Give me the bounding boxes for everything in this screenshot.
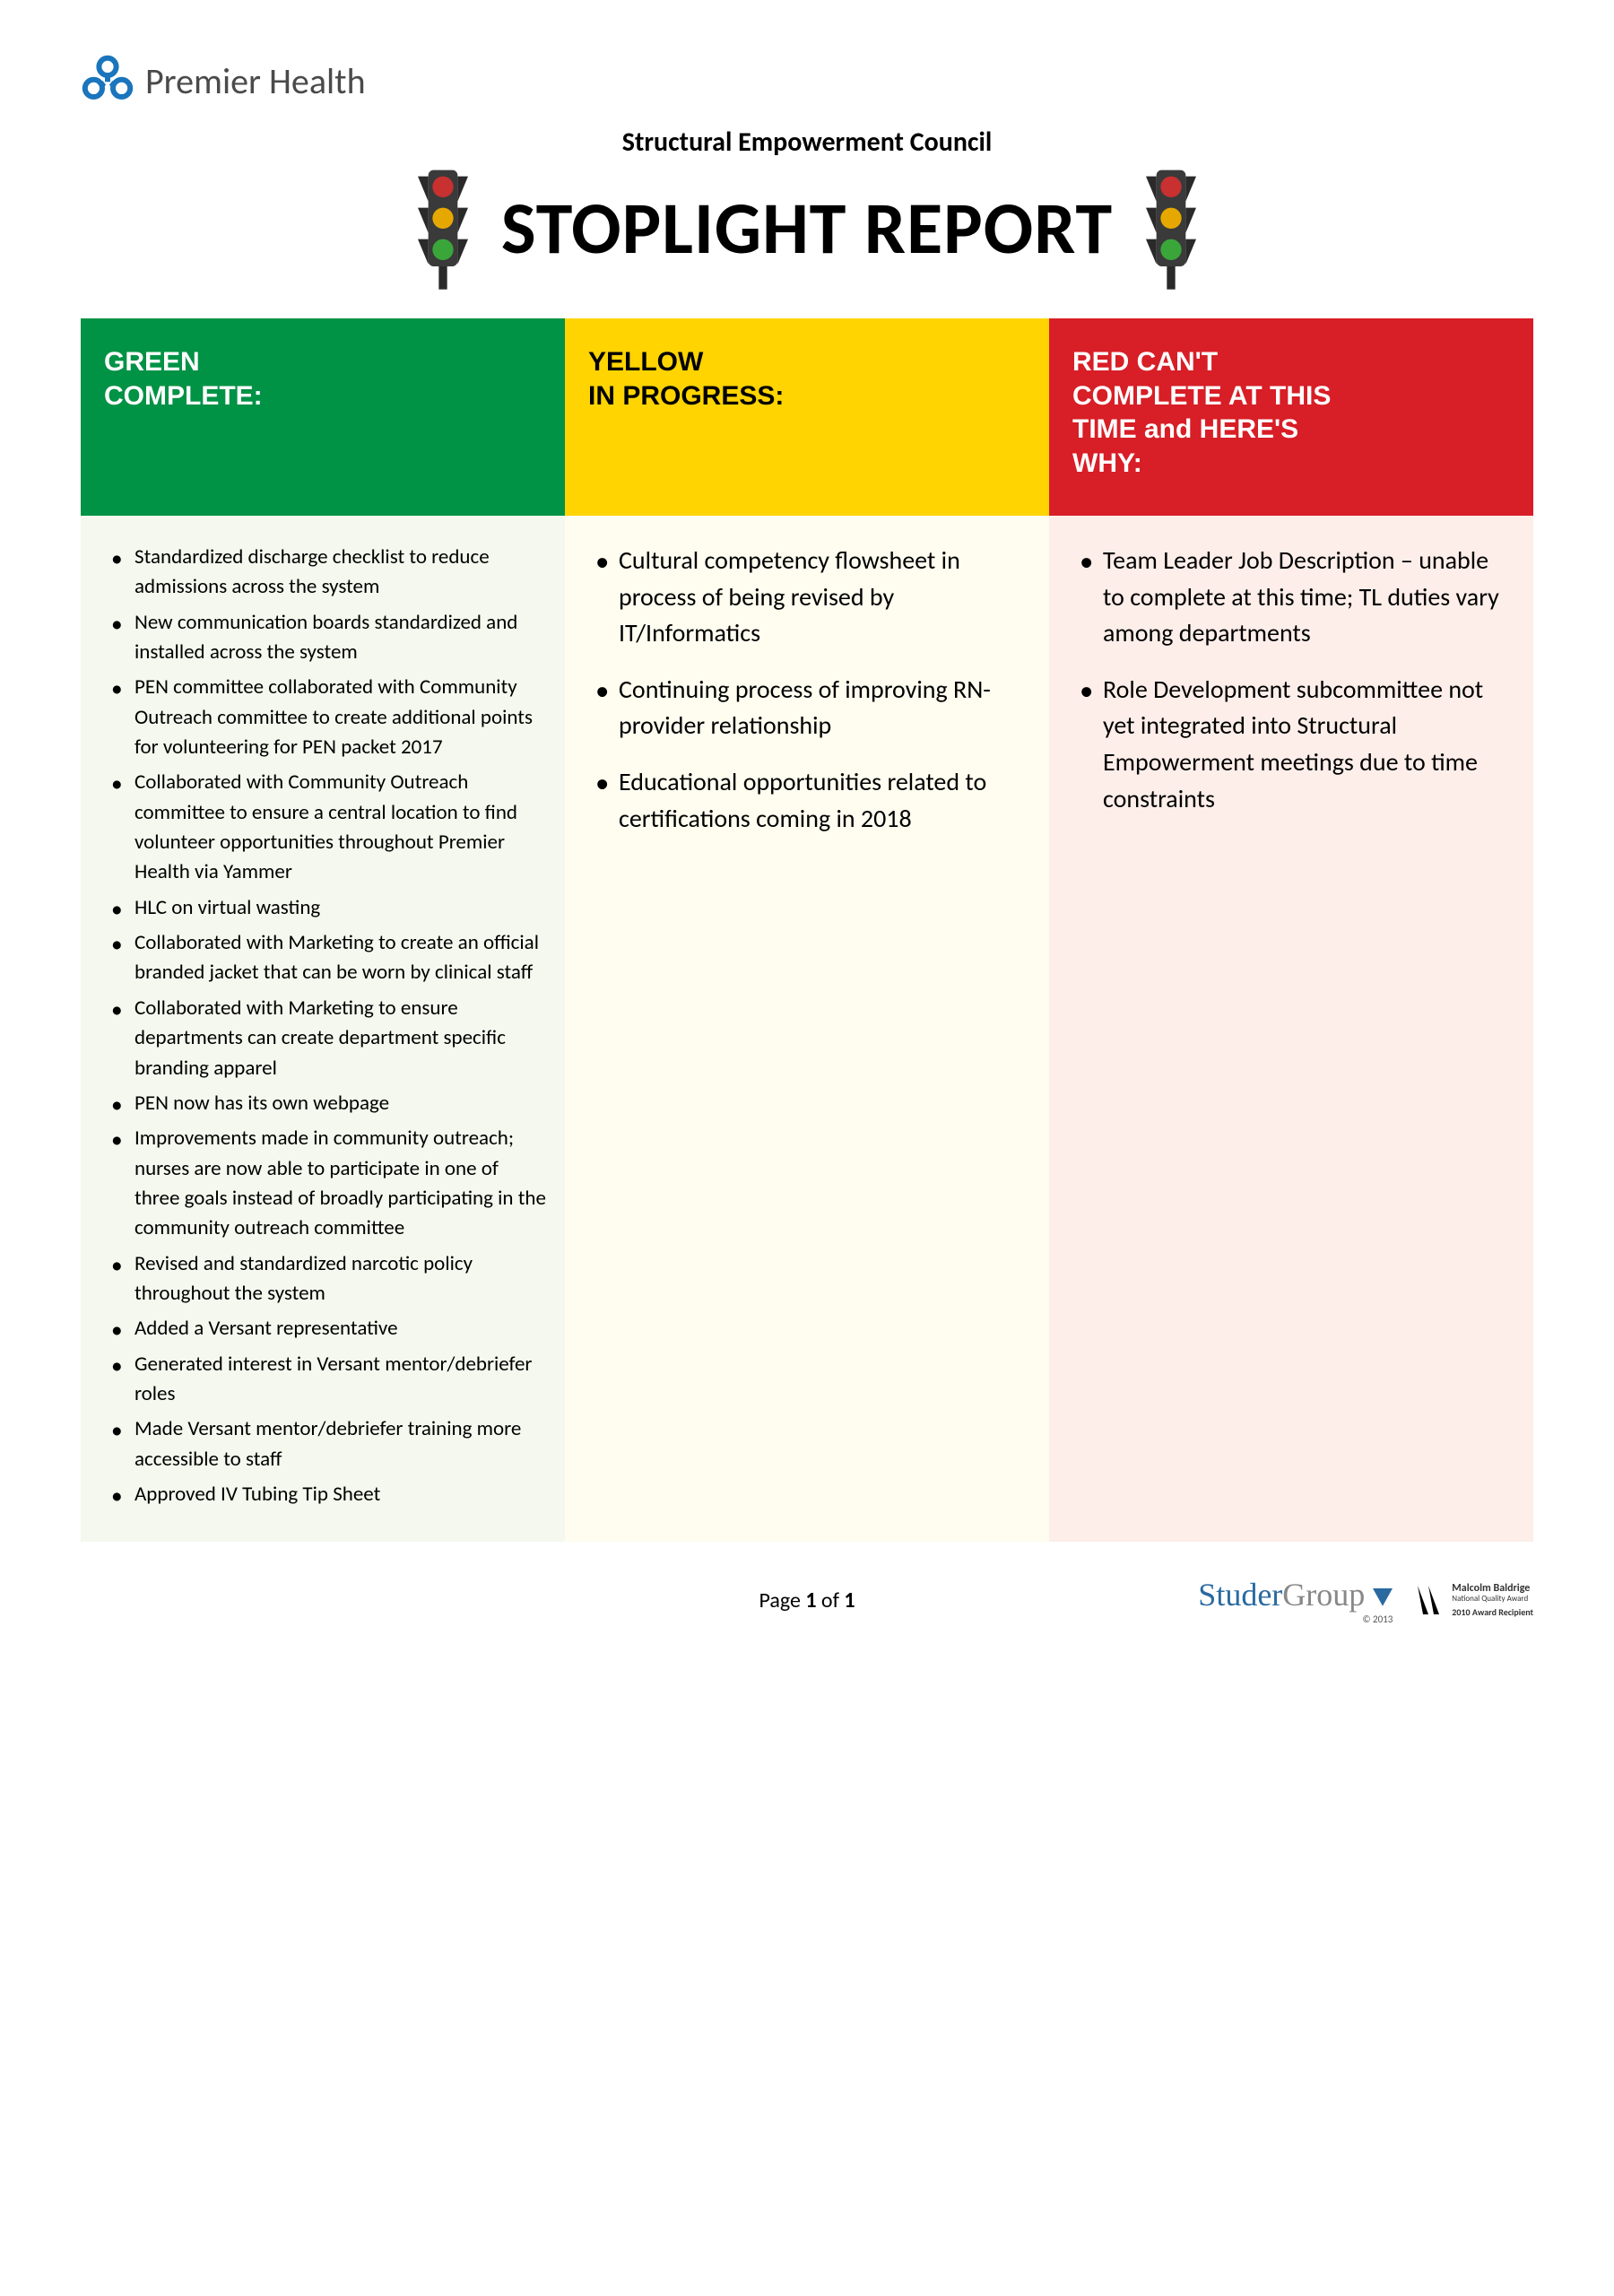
list-item: Educational opportunities related to cer… <box>619 764 1031 837</box>
document-header: Premier Health Structural Empowerment Co… <box>81 54 1533 291</box>
traffic-light-icon-left <box>412 166 474 291</box>
list-item: Revised and standardized narcotic policy… <box>134 1249 547 1309</box>
page-total: 1 <box>844 1587 855 1613</box>
red-header: RED CAN'T COMPLETE AT THIS TIME and HERE… <box>1049 318 1533 516</box>
list-item: Generated interest in Versant mentor/deb… <box>134 1350 547 1410</box>
document-footer: Page 1 of 1 StuderGroup © 2013 Malcolm B… <box>81 1569 1533 1631</box>
document-title: STOPLIGHT REPORT <box>501 184 1113 274</box>
red-body: Team Leader Job Description – unable to … <box>1049 516 1533 1542</box>
list-item: Continuing process of improving RN-provi… <box>619 672 1031 744</box>
studer-copyright: © 2013 <box>1202 1613 1393 1625</box>
baldrige-icon <box>1410 1582 1446 1618</box>
green-title-line2: COMPLETE: <box>104 381 263 411</box>
baldrige-line2: National Quality Award <box>1452 1595 1533 1604</box>
list-item: Role Development subcommittee not yet in… <box>1103 672 1515 817</box>
green-body: Standardized discharge checklist to redu… <box>81 516 565 1542</box>
red-title-line1: RED CAN'T <box>1072 347 1218 377</box>
list-item: Collaborated with Marketing to ensure de… <box>134 994 547 1083</box>
page-number: Page 1 of 1 <box>759 1587 855 1613</box>
stoplight-columns: GREEN COMPLETE: Standardized discharge c… <box>81 318 1533 1542</box>
list-item: Approved IV Tubing Tip Sheet <box>134 1480 547 1509</box>
green-column: GREEN COMPLETE: Standardized discharge c… <box>81 318 565 1542</box>
yellow-title-line1: YELLOW <box>588 347 703 377</box>
red-list: Team Leader Job Description – unable to … <box>1067 543 1515 817</box>
page-mid: of <box>817 1587 845 1613</box>
premier-health-icon <box>81 54 134 108</box>
list-item: Team Leader Job Description – unable to … <box>1103 543 1515 652</box>
baldrige-logo: Malcolm Baldrige National Quality Award … <box>1410 1582 1533 1618</box>
logo-row: Premier Health <box>81 54 1533 108</box>
title-row: STOPLIGHT REPORT <box>81 166 1533 291</box>
green-header: GREEN COMPLETE: <box>81 318 565 516</box>
studer-part2: Group <box>1282 1577 1365 1613</box>
list-item: HLC on virtual wasting <box>134 893 547 923</box>
list-item: New communication boards standardized an… <box>134 608 547 668</box>
studer-group-logo: StuderGroup © 2013 <box>1198 1576 1393 1625</box>
yellow-column: YELLOW IN PROGRESS: Cultural competency … <box>565 318 1049 1542</box>
red-title-line3: TIME and HERE'S <box>1072 414 1298 444</box>
page-prefix: Page <box>759 1587 805 1613</box>
yellow-body: Cultural competency flowsheet in process… <box>565 516 1049 1542</box>
red-title-line4: WHY: <box>1072 448 1142 478</box>
yellow-header: YELLOW IN PROGRESS: <box>565 318 1049 516</box>
list-item: PEN now has its own webpage <box>134 1089 547 1118</box>
red-column: RED CAN'T COMPLETE AT THIS TIME and HERE… <box>1049 318 1533 1542</box>
list-item: Collaborated with Marketing to create an… <box>134 928 547 988</box>
list-item: PEN committee collaborated with Communit… <box>134 673 547 762</box>
list-item: Improvements made in community outreach;… <box>134 1124 547 1243</box>
yellow-list: Cultural competency flowsheet in process… <box>583 543 1031 837</box>
list-item: Standardized discharge checklist to redu… <box>134 543 547 603</box>
baldrige-text: Malcolm Baldrige National Quality Award … <box>1452 1583 1533 1617</box>
baldrige-line3: 2010 Award Recipient <box>1452 1607 1533 1617</box>
yellow-title-line2: IN PROGRESS: <box>588 381 784 411</box>
org-name: Premier Health <box>145 59 366 103</box>
premier-health-logo: Premier Health <box>81 54 366 108</box>
red-title-line2: COMPLETE AT THIS <box>1072 381 1331 411</box>
green-list: Standardized discharge checklist to redu… <box>99 543 547 1509</box>
page-current: 1 <box>805 1587 816 1613</box>
list-item: Collaborated with Community Outreach com… <box>134 768 547 887</box>
traffic-light-icon-right <box>1140 166 1202 291</box>
green-title-line1: GREEN <box>104 347 200 377</box>
studer-part1: Studer <box>1198 1577 1282 1613</box>
list-item: Cultural competency flowsheet in process… <box>619 543 1031 652</box>
list-item: Made Versant mentor/debriefer training m… <box>134 1414 547 1474</box>
studer-triangle-icon <box>1373 1588 1393 1608</box>
list-item: Added a Versant representative <box>134 1314 547 1344</box>
footer-logos: StuderGroup © 2013 Malcolm Baldrige Nati… <box>1198 1576 1533 1625</box>
council-name: Structural Empowerment Council <box>81 126 1533 159</box>
